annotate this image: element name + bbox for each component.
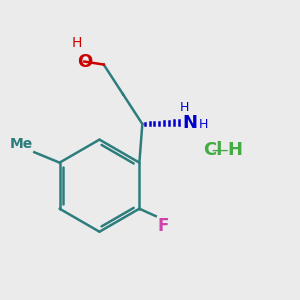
- Text: H: H: [180, 101, 190, 114]
- Text: Me: Me: [10, 137, 33, 151]
- Text: H: H: [199, 118, 208, 131]
- Text: N: N: [182, 113, 197, 131]
- Text: —: —: [212, 141, 228, 159]
- Text: H: H: [72, 36, 82, 50]
- Text: H: H: [227, 141, 242, 159]
- Text: F: F: [157, 217, 169, 235]
- Text: Cl: Cl: [203, 141, 223, 159]
- Text: O: O: [77, 52, 92, 70]
